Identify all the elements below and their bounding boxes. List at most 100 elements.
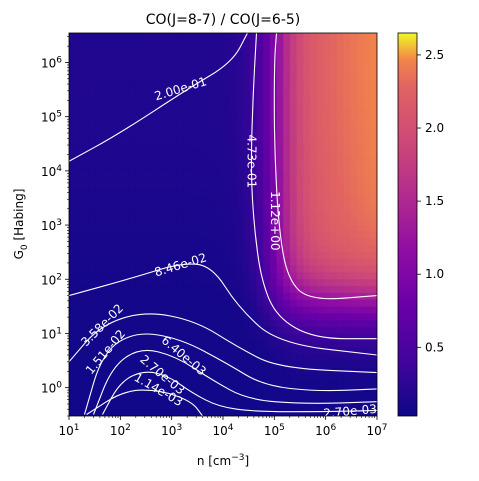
- heatmap-cell: [115, 395, 124, 403]
- heatmap-cell: [330, 286, 338, 294]
- heatmap-cell: [109, 231, 117, 239]
- heatmap-cell: [256, 333, 264, 342]
- heatmap-cell: [75, 299, 83, 308]
- heatmap-cell: [303, 368, 311, 376]
- heatmap-cell: [343, 108, 351, 116]
- heatmap-cell: [209, 33, 217, 41]
- heatmap-cell: [289, 156, 298, 164]
- heatmap-cell: [363, 94, 371, 102]
- heatmap-cell: [102, 33, 110, 41]
- heatmap-cell: [303, 409, 311, 416]
- heatmap-cell: [310, 354, 318, 362]
- heatmap-cell: [310, 299, 318, 308]
- heatmap-cell: [276, 333, 284, 342]
- heatmap-cell: [323, 176, 331, 185]
- heatmap-cell: [256, 176, 264, 185]
- heatmap-cell: [202, 272, 211, 280]
- heatmap-cell: [310, 251, 318, 260]
- heatmap-cell: [169, 245, 177, 253]
- heatmap-cell: [363, 108, 371, 116]
- heatmap-cell: [202, 53, 211, 61]
- heatmap-cell: [162, 306, 171, 315]
- heatmap-cell: [89, 33, 97, 41]
- heatmap-cell: [263, 190, 271, 198]
- heatmap-cell: [75, 354, 83, 362]
- heatmap-cell: [69, 286, 77, 294]
- heatmap-cell: [75, 176, 83, 185]
- heatmap-cell: [363, 381, 371, 390]
- heatmap-cell: [303, 101, 311, 109]
- heatmap-cell: [209, 381, 217, 390]
- heatmap-cell: [162, 313, 171, 321]
- heatmap-cell: [269, 46, 278, 55]
- heatmap-cell: [122, 74, 130, 82]
- heatmap-cell: [156, 87, 164, 96]
- heatmap-cell: [135, 74, 144, 82]
- heatmap-cell: [149, 224, 157, 232]
- heatmap-cell: [115, 374, 124, 383]
- heatmap-cell: [69, 381, 77, 390]
- heatmap-cell: [310, 265, 318, 273]
- heatmap-cell: [176, 279, 184, 287]
- heatmap-cell: [323, 183, 331, 191]
- heatmap-cell: [249, 142, 258, 150]
- contour-line-3.58e-02: [69, 313, 377, 374]
- heatmap-cell: [303, 402, 311, 410]
- heatmap-cell: [243, 94, 251, 102]
- heatmap-cell: [176, 272, 184, 280]
- heatmap-cell: [343, 135, 351, 144]
- heatmap-cell: [176, 368, 184, 376]
- heatmap-cell: [363, 333, 371, 342]
- heatmap-cell: [310, 176, 318, 185]
- heatmap-cell: [249, 347, 258, 356]
- heatmap-cell: [256, 395, 264, 403]
- heatmap-cell: [276, 203, 284, 212]
- heatmap-cell: [95, 60, 104, 68]
- heatmap-cell: [149, 183, 157, 191]
- heatmap-cell: [75, 94, 83, 102]
- heatmap-cell: [216, 361, 224, 369]
- heatmap-cell: [263, 347, 271, 356]
- heatmap-cell: [82, 39, 90, 48]
- heatmap-cell: [336, 409, 345, 416]
- heatmap-cell: [370, 245, 377, 253]
- heatmap-cell: [216, 74, 224, 82]
- heatmap-cell: [75, 108, 83, 116]
- heatmap-cell: [310, 80, 318, 89]
- heatmap-cell: [296, 135, 304, 144]
- heatmap-cell: [162, 340, 171, 349]
- heatmap-cell: [256, 162, 264, 171]
- heatmap-cell: [196, 46, 204, 55]
- heatmap-cell: [356, 115, 365, 123]
- heatmap-cell: [109, 156, 117, 164]
- heatmap-cell: [89, 176, 97, 185]
- heatmap-cell: [343, 142, 351, 150]
- heatmap-cell: [109, 238, 117, 246]
- heatmap-cell: [182, 402, 191, 410]
- heatmap-cell: [296, 224, 304, 232]
- heatmap-cell: [276, 121, 284, 130]
- heatmap-cell: [263, 265, 271, 273]
- heatmap-cell: [189, 67, 197, 75]
- heatmap-cell: [310, 135, 318, 144]
- heatmap-cell: [82, 121, 90, 130]
- heatmap-cell: [129, 197, 137, 205]
- heatmap-cell: [209, 402, 217, 410]
- heatmap-cell: [363, 142, 371, 150]
- heatmap-cell: [229, 231, 237, 239]
- heatmap-cell: [323, 354, 331, 362]
- heatmap-cell: [296, 115, 304, 123]
- heatmap-cell: [109, 135, 117, 144]
- heatmap-cell: [310, 60, 318, 68]
- heatmap-cell: [283, 313, 291, 321]
- heatmap-cell: [176, 409, 184, 416]
- heatmap-cell: [363, 121, 371, 130]
- colorbar-tick-label: 2.5: [425, 48, 444, 62]
- heatmap-cell: [276, 33, 284, 41]
- heatmap-cell: [135, 258, 144, 267]
- heatmap-cell: [350, 279, 358, 287]
- heatmap-cell: [102, 258, 110, 267]
- heatmap-cell: [109, 94, 117, 102]
- heatmap-cell: [249, 224, 258, 232]
- heatmap-cell: [323, 292, 331, 301]
